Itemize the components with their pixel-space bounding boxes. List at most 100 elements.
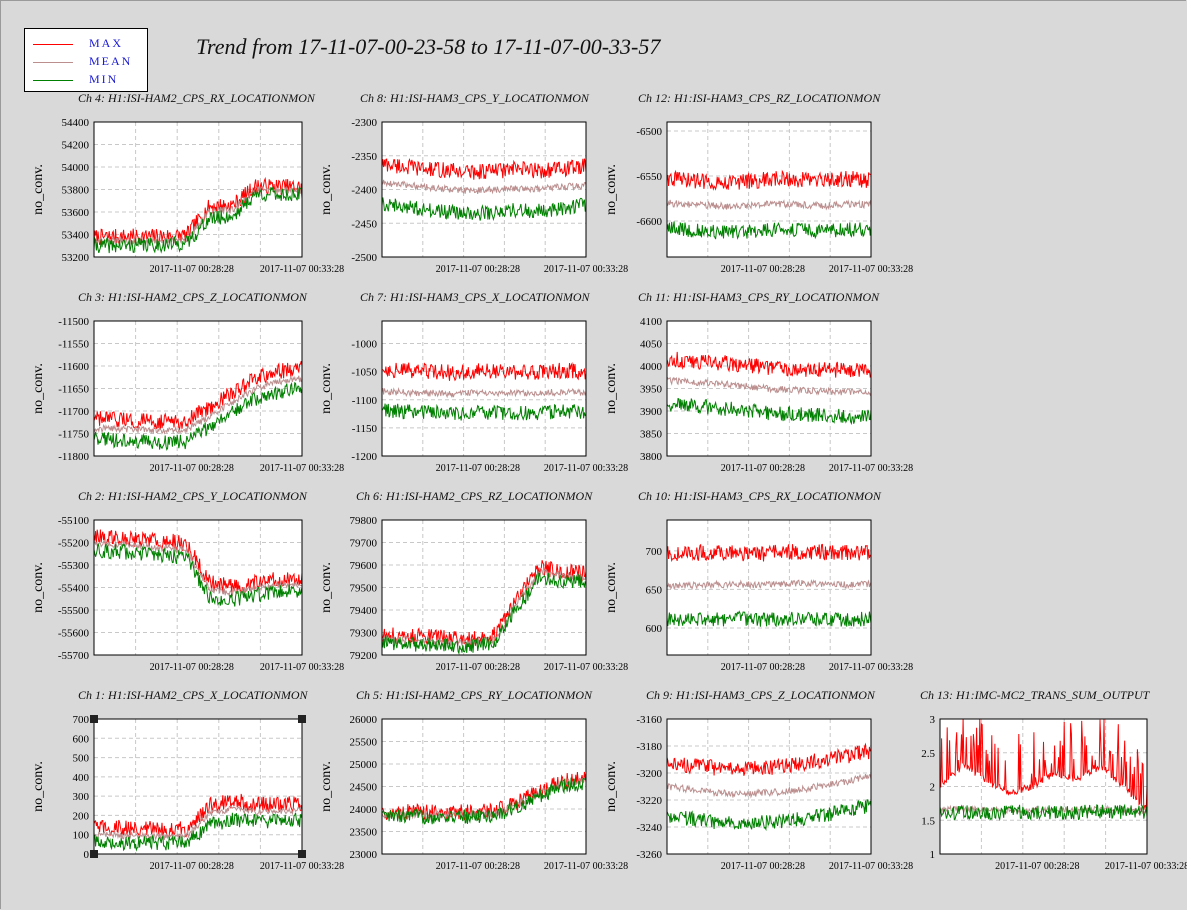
x-tick-label: 2017-11-07 00:28:28 [150, 264, 234, 275]
plot-frame [666, 519, 872, 656]
plot-frame [381, 121, 587, 258]
x-tick-label: 2017-11-07 00:28:28 [721, 264, 805, 275]
y-tick-label: -2300 [351, 117, 377, 129]
selection-handle[interactable] [298, 850, 306, 858]
plot-3: Ch 12: H1:ISI-HAM3_CPS_RZ_LOCATIONMON -65… [604, 91, 913, 275]
y-tick-label: 79400 [350, 605, 378, 617]
plot-title: Ch 9: H1:ISI-HAM3_CPS_Z_LOCATIONMON [646, 688, 876, 702]
plot-2: Ch 8: H1:ISI-HAM3_CPS_Y_LOCATIONMON -2300… [319, 91, 628, 275]
y-tick-label: 300 [73, 791, 90, 803]
y-tick-label: 700 [73, 714, 90, 726]
selection-handle[interactable] [90, 715, 98, 723]
trend-title: Trend from 17-11-07-00-23-58 to 17-11-07… [196, 34, 661, 59]
y-tick-label: -2500 [351, 252, 377, 264]
y-tick-label: -11650 [58, 384, 89, 396]
plot-4: Ch 3: H1:ISI-HAM2_CPS_Z_LOCATIONMON -1150… [31, 290, 344, 474]
selection-handle[interactable] [90, 850, 98, 858]
series-min [93, 812, 303, 852]
plot-title: Ch 1: H1:ISI-HAM2_CPS_X_LOCATIONMON [78, 688, 309, 702]
y-tick-label: 3900 [640, 406, 663, 418]
y-tick-label: -55200 [58, 538, 90, 550]
x-tick-label: 2017-11-07 00:28:28 [436, 662, 520, 673]
x-tick-label: 2017-11-07 00:28:28 [721, 861, 805, 872]
x-tick-label: 2017-11-07 00:28:28 [150, 861, 234, 872]
y-tick-label: -11600 [58, 361, 89, 373]
y-axis-label: no_conv. [319, 761, 334, 812]
legend-label-mean: MEAN [89, 54, 133, 68]
plot-title: Ch 3: H1:ISI-HAM2_CPS_Z_LOCATIONMON [78, 290, 308, 304]
y-tick-label: -55100 [58, 515, 90, 527]
y-tick-label: 700 [646, 546, 663, 558]
x-tick-label: 2017-11-07 00:33:28 [829, 463, 913, 474]
plot-7: Ch 2: H1:ISI-HAM2_CPS_Y_LOCATIONMON -5510… [31, 489, 344, 673]
series-min [93, 381, 303, 451]
y-axis-label: no_conv. [319, 562, 334, 613]
y-tick-label: 79800 [350, 515, 378, 527]
y-tick-label: 79500 [350, 583, 378, 595]
plot-frame [939, 718, 1148, 855]
series-mean [381, 387, 587, 399]
y-tick-label: -1150 [352, 423, 378, 435]
y-tick-label: -55700 [58, 650, 90, 662]
series-mean [666, 199, 872, 211]
selection-handle[interactable] [298, 715, 306, 723]
y-tick-label: -6500 [636, 126, 662, 138]
y-tick-label: -11800 [58, 451, 89, 463]
series-min [666, 397, 872, 426]
plot-6: Ch 11: H1:ISI-HAM3_CPS_RY_LOCATIONMON 410… [604, 290, 913, 474]
legend: MAX MEAN MIN [24, 28, 148, 92]
series-min [381, 777, 587, 825]
series-min [666, 799, 872, 832]
y-axis-label: no_conv. [319, 363, 334, 414]
legend-swatch-max [33, 44, 73, 45]
y-tick-label: -1000 [351, 339, 377, 351]
x-tick-label: 2017-11-07 00:33:28 [260, 264, 344, 275]
plot-frame [666, 718, 872, 855]
y-tick-label: 79300 [350, 628, 378, 640]
y-tick-label: -11750 [58, 429, 89, 441]
y-tick-label: 1.5 [921, 815, 935, 827]
x-tick-label: 2017-11-07 00:33:28 [260, 662, 344, 673]
legend-item-max: MAX [25, 35, 149, 53]
series-mean [93, 375, 303, 435]
y-tick-label: 23500 [350, 827, 378, 839]
plot-title: Ch 5: H1:ISI-HAM2_CPS_RY_LOCATIONMON [356, 688, 593, 702]
series-max [93, 360, 303, 431]
series-mean [666, 773, 872, 799]
series-max [666, 351, 872, 378]
y-tick-label: 600 [73, 733, 90, 745]
y-tick-label: 53800 [62, 185, 90, 197]
y-tick-label: 79700 [350, 538, 378, 550]
y-tick-label: 600 [646, 623, 663, 635]
plot-area [94, 719, 302, 854]
plot-1: Ch 4: H1:ISI-HAM2_CPS_RX_LOCATIONMON 5440… [31, 91, 344, 275]
plot-area [382, 321, 586, 456]
x-tick-label: 2017-11-07 00:33:28 [1105, 861, 1187, 872]
series-mean [666, 376, 872, 397]
y-tick-label: -3220 [636, 795, 662, 807]
y-tick-label: -55300 [58, 560, 90, 572]
x-tick-label: 2017-11-07 00:33:28 [544, 662, 628, 673]
series-max [381, 158, 587, 180]
y-tick-label: 3 [930, 714, 936, 726]
y-tick-label: -2350 [351, 151, 377, 163]
plot-area [94, 520, 302, 655]
x-tick-label: 2017-11-07 00:28:28 [150, 463, 234, 474]
plot-frame [666, 121, 872, 258]
y-axis-label: no_conv. [31, 562, 46, 613]
series-min [93, 186, 303, 254]
y-tick-label: 23000 [350, 849, 378, 861]
y-tick-label: -6600 [636, 216, 662, 228]
series-min [381, 572, 587, 656]
x-tick-label: 2017-11-07 00:28:28 [995, 861, 1079, 872]
x-tick-label: 2017-11-07 00:33:28 [544, 264, 628, 275]
y-tick-label: -11700 [58, 406, 89, 418]
plot-frame [93, 519, 303, 656]
y-tick-label: -55400 [58, 583, 90, 595]
plot-9: Ch 10: H1:ISI-HAM3_CPS_RX_LOCATIONMON 700… [604, 489, 913, 673]
legend-swatch-mean [33, 62, 73, 63]
series-min [93, 543, 303, 607]
y-tick-label: 24000 [350, 804, 378, 816]
